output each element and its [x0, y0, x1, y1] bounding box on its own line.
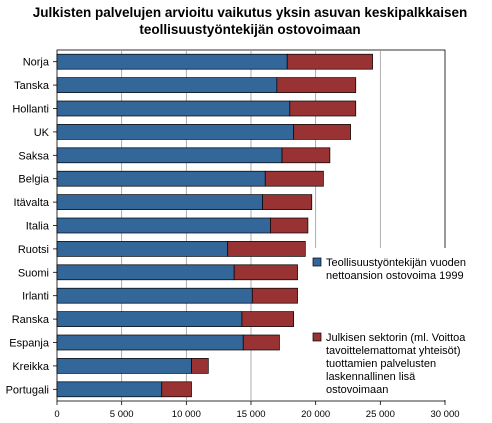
y-tick-label: Hollanti [12, 104, 49, 116]
legend-label-series-1: nettoansion ostovoima 1999 [326, 270, 464, 282]
y-tick-label: Saksa [18, 150, 49, 162]
bar-portugali-series-1 [56, 381, 163, 398]
y-tick-label: Portugali [6, 384, 49, 396]
bar-italia-series-2 [270, 217, 309, 234]
y-tick-label: Espanja [9, 338, 50, 350]
legend-swatch-series-2 [312, 332, 322, 342]
y-tick-label: Tanska [14, 80, 50, 92]
bar-tanska-series-2 [276, 77, 357, 93]
bar-ranska-series-2 [241, 311, 295, 327]
legend-label-series-2: Julkisen sektorin (ml. Voittoa [326, 332, 466, 344]
legend-label-series-2: tuottamien palvelusten [326, 358, 436, 370]
y-tick-label: Belgia [18, 174, 49, 186]
y-tick-label: Itävalta [14, 197, 50, 209]
bar-espanja-series-2 [242, 334, 280, 351]
bar-belgia-series-1 [56, 170, 266, 187]
bar-suomi-series-2 [233, 264, 298, 281]
x-tick-label: 30 000 [430, 409, 459, 420]
bar-espanja-series-1 [56, 334, 244, 351]
bar-norja-series-1 [56, 53, 288, 70]
y-tick-label: Norja [23, 57, 50, 69]
bar-irlanti-series-1 [56, 287, 253, 304]
bar-uk-series-2 [293, 124, 351, 140]
bar-itävalta-series-1 [56, 194, 263, 210]
y-tick-label: Suomi [18, 267, 49, 279]
chart-title-line-1: Julkisten palvelujen arvioitu vaikutus y… [33, 5, 467, 20]
x-tick-label: 10 000 [172, 409, 201, 420]
y-tick-label: Kreikka [12, 361, 50, 373]
chart-title-line-2: teollisuustyöntekijän ostovoimaan [139, 22, 360, 37]
y-tick-label: UK [34, 127, 50, 139]
bar-saksa-series-2 [281, 147, 331, 164]
bar-belgia-series-2 [264, 170, 324, 187]
x-tick-label: 5 000 [110, 409, 134, 420]
y-tick-label: Irlanti [22, 291, 49, 303]
bar-suomi-series-1 [56, 264, 235, 281]
bar-portugali-series-2 [161, 381, 192, 398]
bar-norja-series-2 [286, 53, 373, 70]
y-tick-label: Italia [26, 221, 50, 233]
y-tick-label: Ranska [12, 314, 50, 326]
legend-label-series-2: ostovoimaan [326, 384, 388, 396]
bar-saksa-series-1 [56, 147, 283, 164]
y-tick-label: Ruotsi [18, 244, 49, 256]
x-tick-label: 15 000 [236, 409, 265, 420]
bar-italia-series-1 [56, 217, 271, 234]
bar-irlanti-series-2 [251, 287, 298, 304]
x-tick-label: 25 000 [366, 409, 395, 420]
bar-ranska-series-1 [56, 311, 243, 327]
plot-area: 0 5 000 10 000 15 000 20 000 25 000 30 000 Norj… [6, 49, 460, 420]
legend-background [308, 248, 483, 400]
legend-label-series-1: Teollisuustyöntekijän vuoden [326, 257, 466, 269]
bar-tanska-series-1 [56, 77, 278, 93]
bar-ruotsi-series-2 [227, 241, 306, 257]
bar-kreikka-series-1 [56, 358, 192, 374]
bar-kreikka-series-2 [191, 358, 209, 374]
legend-label-series-2: tavoittelemattomat yhteisöt) [326, 345, 461, 357]
bar-uk-series-1 [56, 124, 295, 140]
bar-ruotsi-series-1 [56, 241, 229, 257]
x-tick-label: 0 [54, 409, 59, 420]
x-tick-label: 20 000 [301, 409, 330, 420]
legend: Teollisuustyöntekijän vuodennettoansion … [308, 248, 483, 400]
bar-hollanti-series-2 [289, 100, 357, 117]
bar-itävalta-series-2 [262, 194, 313, 210]
legend-swatch-series-1 [312, 257, 322, 267]
legend-label-series-2: laskennallinen lisä [326, 371, 416, 383]
bar-hollanti-series-1 [56, 100, 291, 117]
